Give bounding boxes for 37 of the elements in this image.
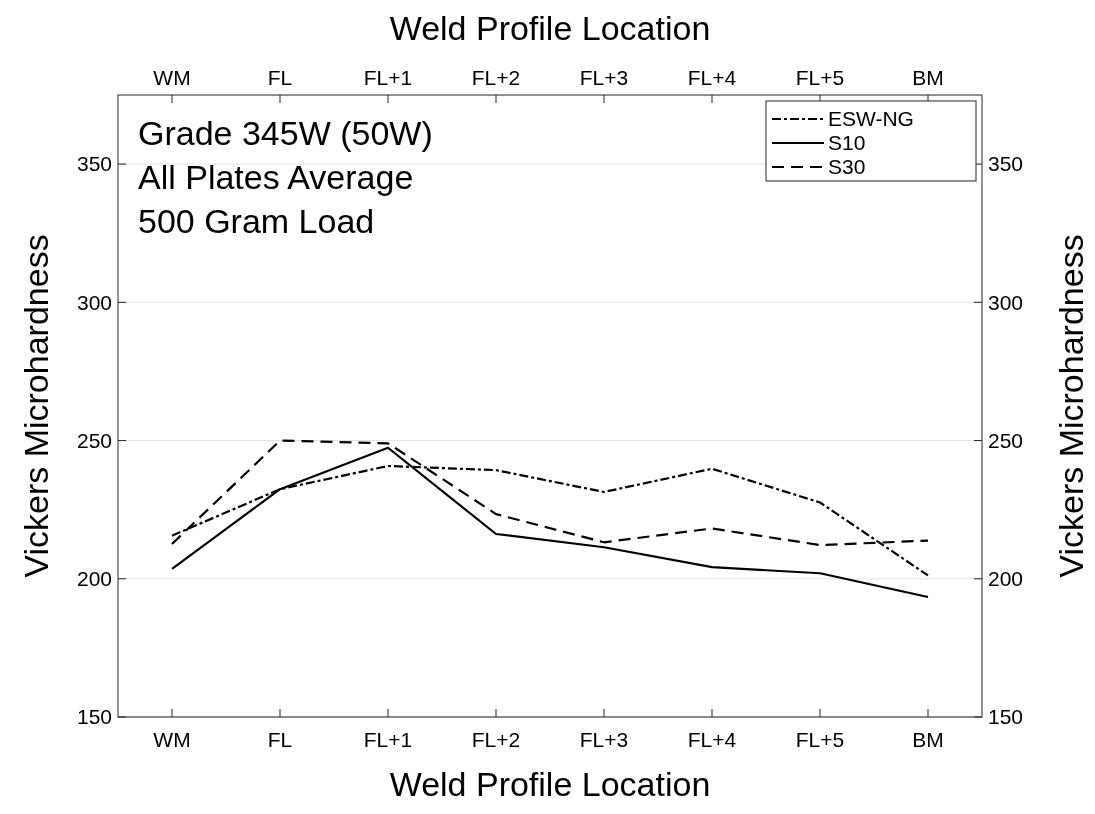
x-tick-label: BM — [912, 66, 944, 89]
x-tick-label: FL+2 — [471, 66, 521, 89]
y-tick-label: 150 — [76, 705, 112, 729]
y-tick-label: 250 — [76, 428, 112, 452]
category-label: BM — [912, 728, 944, 751]
legend-label: ESW-NG — [828, 107, 914, 131]
legend-label: S10 — [828, 131, 866, 155]
category-label: FL+1 — [363, 728, 413, 751]
y2-axis-title: Vickers Microhardness — [1052, 234, 1090, 578]
legend-label: S30 — [828, 155, 866, 179]
category-label: FL+2 — [471, 728, 521, 751]
y2-tick-label: 300 — [988, 290, 1024, 314]
category-label: FL+4 — [687, 728, 737, 751]
x-axis-title: Weld Profile Location — [389, 765, 711, 803]
y-axis-title: Vickers Microhardness — [17, 234, 55, 578]
annotation: 500 Gram Load — [138, 202, 375, 240]
x2-axis-title: Weld Profile Location — [389, 9, 711, 47]
annotation: All Plates Average — [138, 158, 414, 196]
x-tick-label: FL+5 — [795, 66, 845, 89]
y2-tick-label: 150 — [988, 705, 1024, 729]
y-tick-label: 200 — [76, 567, 112, 591]
y-tick-label: 300 — [76, 290, 112, 314]
x-tick-label: FL — [267, 66, 293, 89]
y2-tick-label: 250 — [988, 428, 1024, 452]
line-series — [170, 446, 930, 599]
y2-tick-label: 200 — [988, 567, 1024, 591]
category-label: FL+3 — [579, 728, 629, 751]
category-label: FL+5 — [795, 728, 845, 751]
x-tick-label: WM — [153, 66, 191, 89]
x-tick-label: FL+4 — [687, 66, 737, 89]
x-tick-label: FL+3 — [579, 66, 629, 89]
category-label: FL — [267, 728, 293, 751]
category-label: WM — [153, 728, 191, 751]
y-tick-label: 350 — [76, 152, 112, 176]
x-tick-label: FL+1 — [363, 66, 413, 89]
annotation: Grade 345W (50W) — [138, 114, 433, 152]
y2-tick-label: 350 — [988, 152, 1024, 176]
